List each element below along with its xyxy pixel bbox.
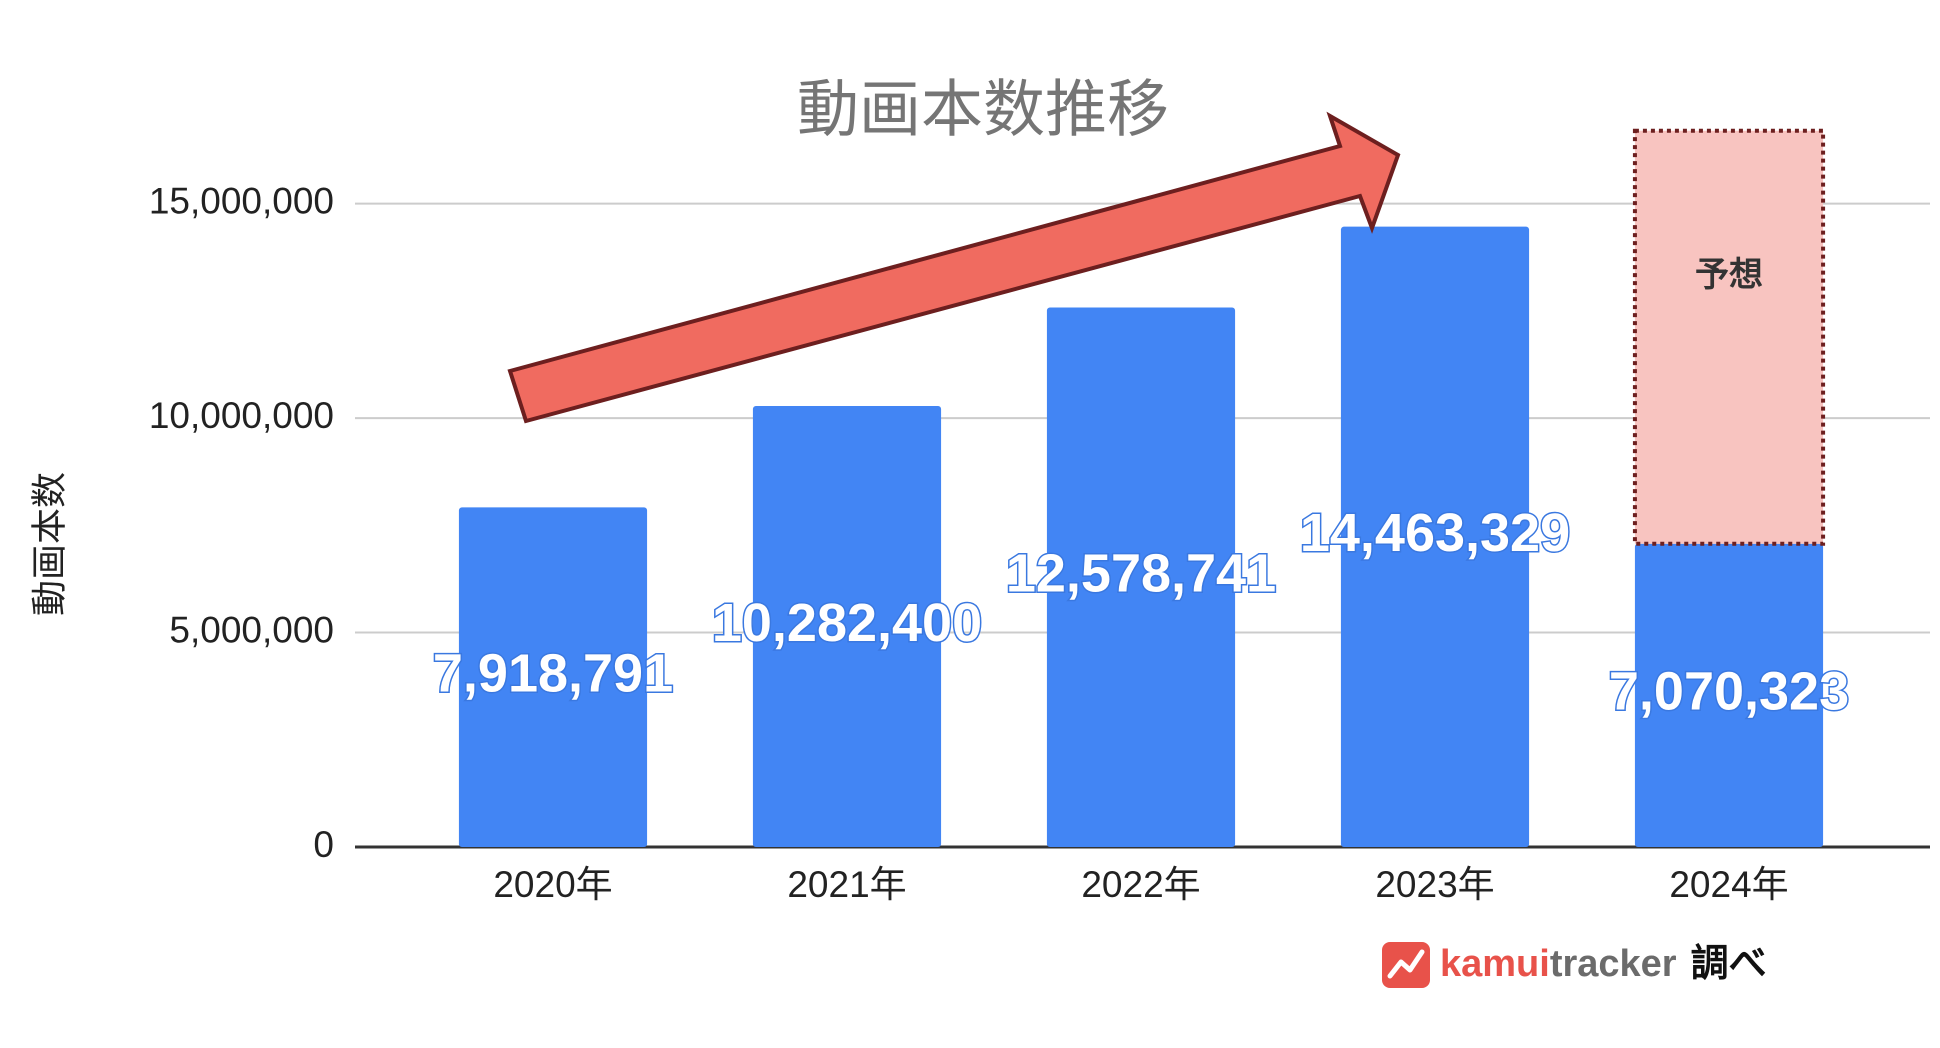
y-tick-label: 10,000,000 [149, 395, 334, 436]
y-tick-label: 0 [313, 824, 334, 865]
y-tick-label: 5,000,000 [169, 609, 334, 650]
bars [458, 128, 1826, 847]
x-tick-label: 2021年 [787, 864, 906, 905]
source: kamuitracker 調べ [1382, 942, 1767, 988]
forecast-label: 予想 [1695, 256, 1763, 294]
data-label: 12,578,741 [1006, 544, 1276, 604]
chart-title: 動画本数推移 [797, 75, 1169, 144]
source-text: kamuitracker 調べ [1440, 943, 1767, 985]
forecast-segment [1632, 128, 1826, 546]
y-axis-label: 動画本数 [29, 472, 70, 616]
brand-a: kamui [1440, 943, 1550, 985]
x-tick-label: 2022年 [1081, 864, 1200, 905]
logo-glyph [1387, 949, 1425, 979]
data-label: 7,918,791 [433, 643, 673, 703]
data-label: 10,282,400 [712, 593, 982, 653]
bar [1046, 307, 1236, 847]
bar [752, 405, 942, 847]
brand-b: tracker [1550, 943, 1677, 985]
source-suffix: 調べ [1691, 943, 1767, 985]
trend-arrow [507, 111, 1401, 424]
labels: 0 5,000,000 10,000,000 15,000,000 2020年 7,918… [149, 180, 1851, 905]
bar [1340, 226, 1530, 847]
bar [458, 507, 648, 847]
x-tick-label: 2023年 [1375, 864, 1494, 905]
data-label: 14,463,329 [1300, 503, 1570, 563]
x-tick-label: 2020年 [493, 864, 612, 905]
y-tick-label: 15,000,000 [149, 180, 334, 221]
data-label: 7,070,323 [1609, 662, 1849, 722]
bar [1634, 543, 1824, 847]
x-tick-label: 2024年 [1669, 864, 1788, 905]
